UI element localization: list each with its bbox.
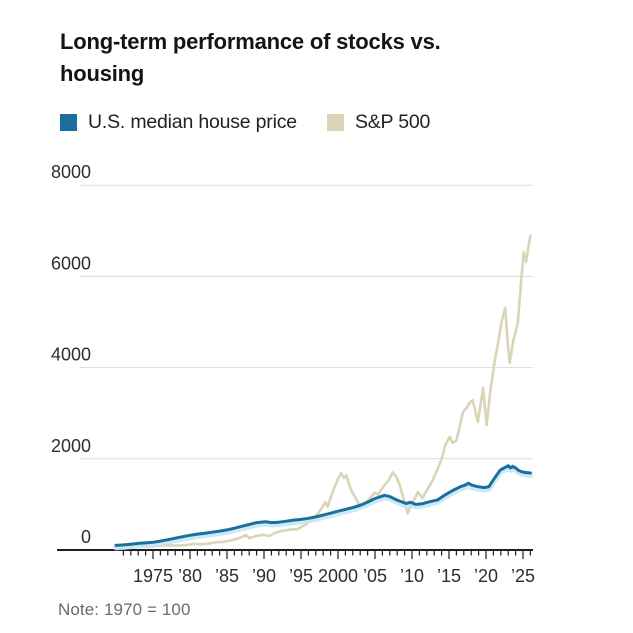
legend-label-house-price: U.S. median house price [88, 111, 297, 133]
x-axis-label: ’25 [511, 566, 535, 586]
x-axis-label: ’10 [400, 566, 424, 586]
x-axis-label: ’20 [474, 566, 498, 586]
y-axis-label: 8000 [51, 162, 91, 182]
x-axis-label: ’80 [178, 566, 202, 586]
y-axis-label: 2000 [51, 436, 91, 456]
chart-title: Long-term performance of stocks vs. hous… [60, 29, 441, 86]
legend-label-sp500: S&P 500 [354, 111, 431, 133]
y-axis-label: 4000 [51, 345, 91, 365]
x-axis-label: ’05 [363, 566, 387, 586]
x-axis-label: ’95 [289, 566, 313, 586]
x-axis-label: ’15 [437, 566, 461, 586]
legend-item-sp500: S&P 500 [326, 111, 431, 134]
x-axis-label: 1975 [133, 566, 173, 586]
chart-legend: U.S. median house price S&P 500 [60, 111, 430, 134]
series-line-house-price [114, 464, 532, 547]
legend-item-house-price: U.S. median house price [60, 111, 297, 134]
x-axis-label: ’90 [252, 566, 276, 586]
chart-note: Note: 1970 = 100 [58, 600, 191, 619]
y-axis-label: 6000 [51, 253, 91, 273]
series-line-sp500 [114, 234, 532, 549]
x-axis-label: 2000 [318, 566, 358, 586]
y-axis-label: 0 [81, 527, 91, 547]
sp500-swatch-icon [326, 114, 344, 131]
x-axis-label: ’85 [215, 566, 239, 586]
house-price-swatch-icon [60, 114, 77, 131]
